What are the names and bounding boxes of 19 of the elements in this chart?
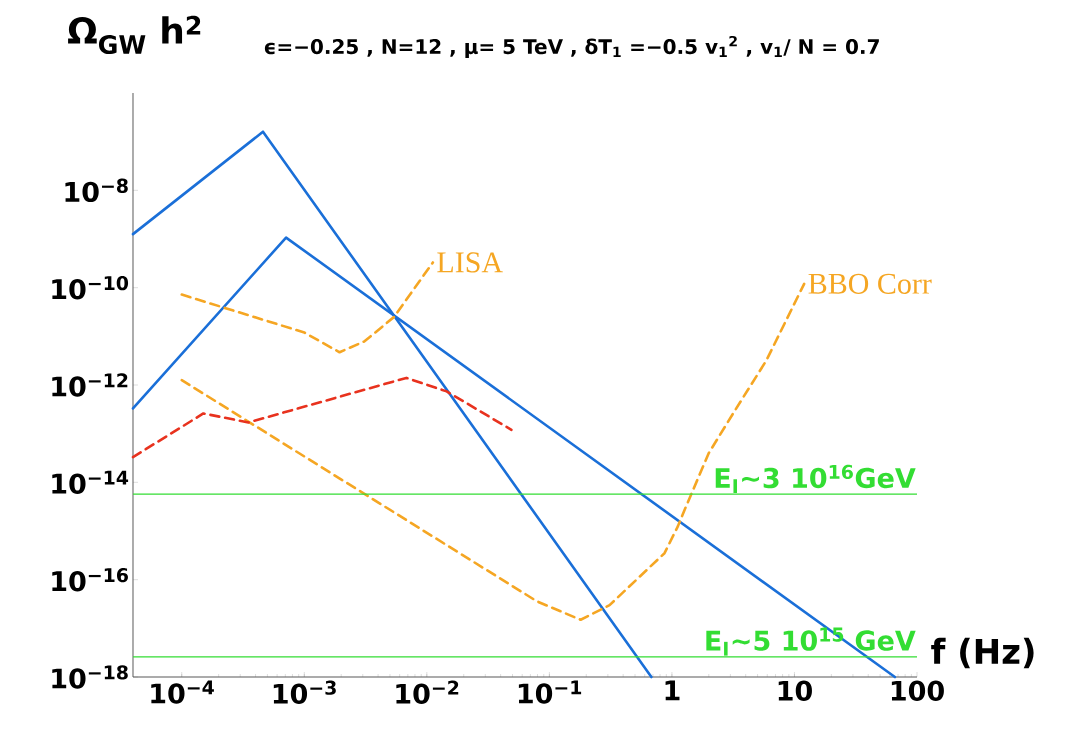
y-tick-label: 10$^{−12}$ — [52, 373, 128, 397]
x-tick-label: 1 — [665, 680, 680, 701]
x-tick-label: 10 — [778, 680, 812, 701]
x-tick-label: 10$^{−1}$ — [518, 680, 582, 704]
y-tick-label: 10$^{−16}$ — [52, 567, 128, 592]
y-tick-label: 10$^{−8}$ — [65, 178, 128, 203]
chart-title: ϵ=−0.25 , N=12 , μ= 5 TeV , δT$_{1}$ =−0.5 v$_{1}$$^{2}$ , v$_{1}$/ N = 0.7 — [264, 35, 879, 59]
x-tick-label: 10$^{−4}$ — [151, 680, 214, 704]
ref-line-label: E$_{I}$~3 10$^{16}$GeV — [715, 464, 916, 494]
y-tick-label: 10$^{−14}$ — [52, 470, 129, 494]
x-axis-title: f (Hz) — [931, 637, 1034, 669]
x-tick-label: 10$^{−3}$ — [273, 680, 336, 704]
y-axis-title: Ω$_{GW}$ h$^{2}$ — [68, 15, 201, 55]
y-tick-label: 10$^{−18}$ — [52, 665, 128, 689]
series-label: BBO Corr — [808, 273, 932, 294]
x-tick-label: 100 — [891, 680, 944, 701]
series-label: LISA — [437, 252, 503, 273]
x-tick-label: 10$^{−2}$ — [396, 680, 459, 704]
y-tick-label: 10$^{−10}$ — [52, 275, 129, 300]
